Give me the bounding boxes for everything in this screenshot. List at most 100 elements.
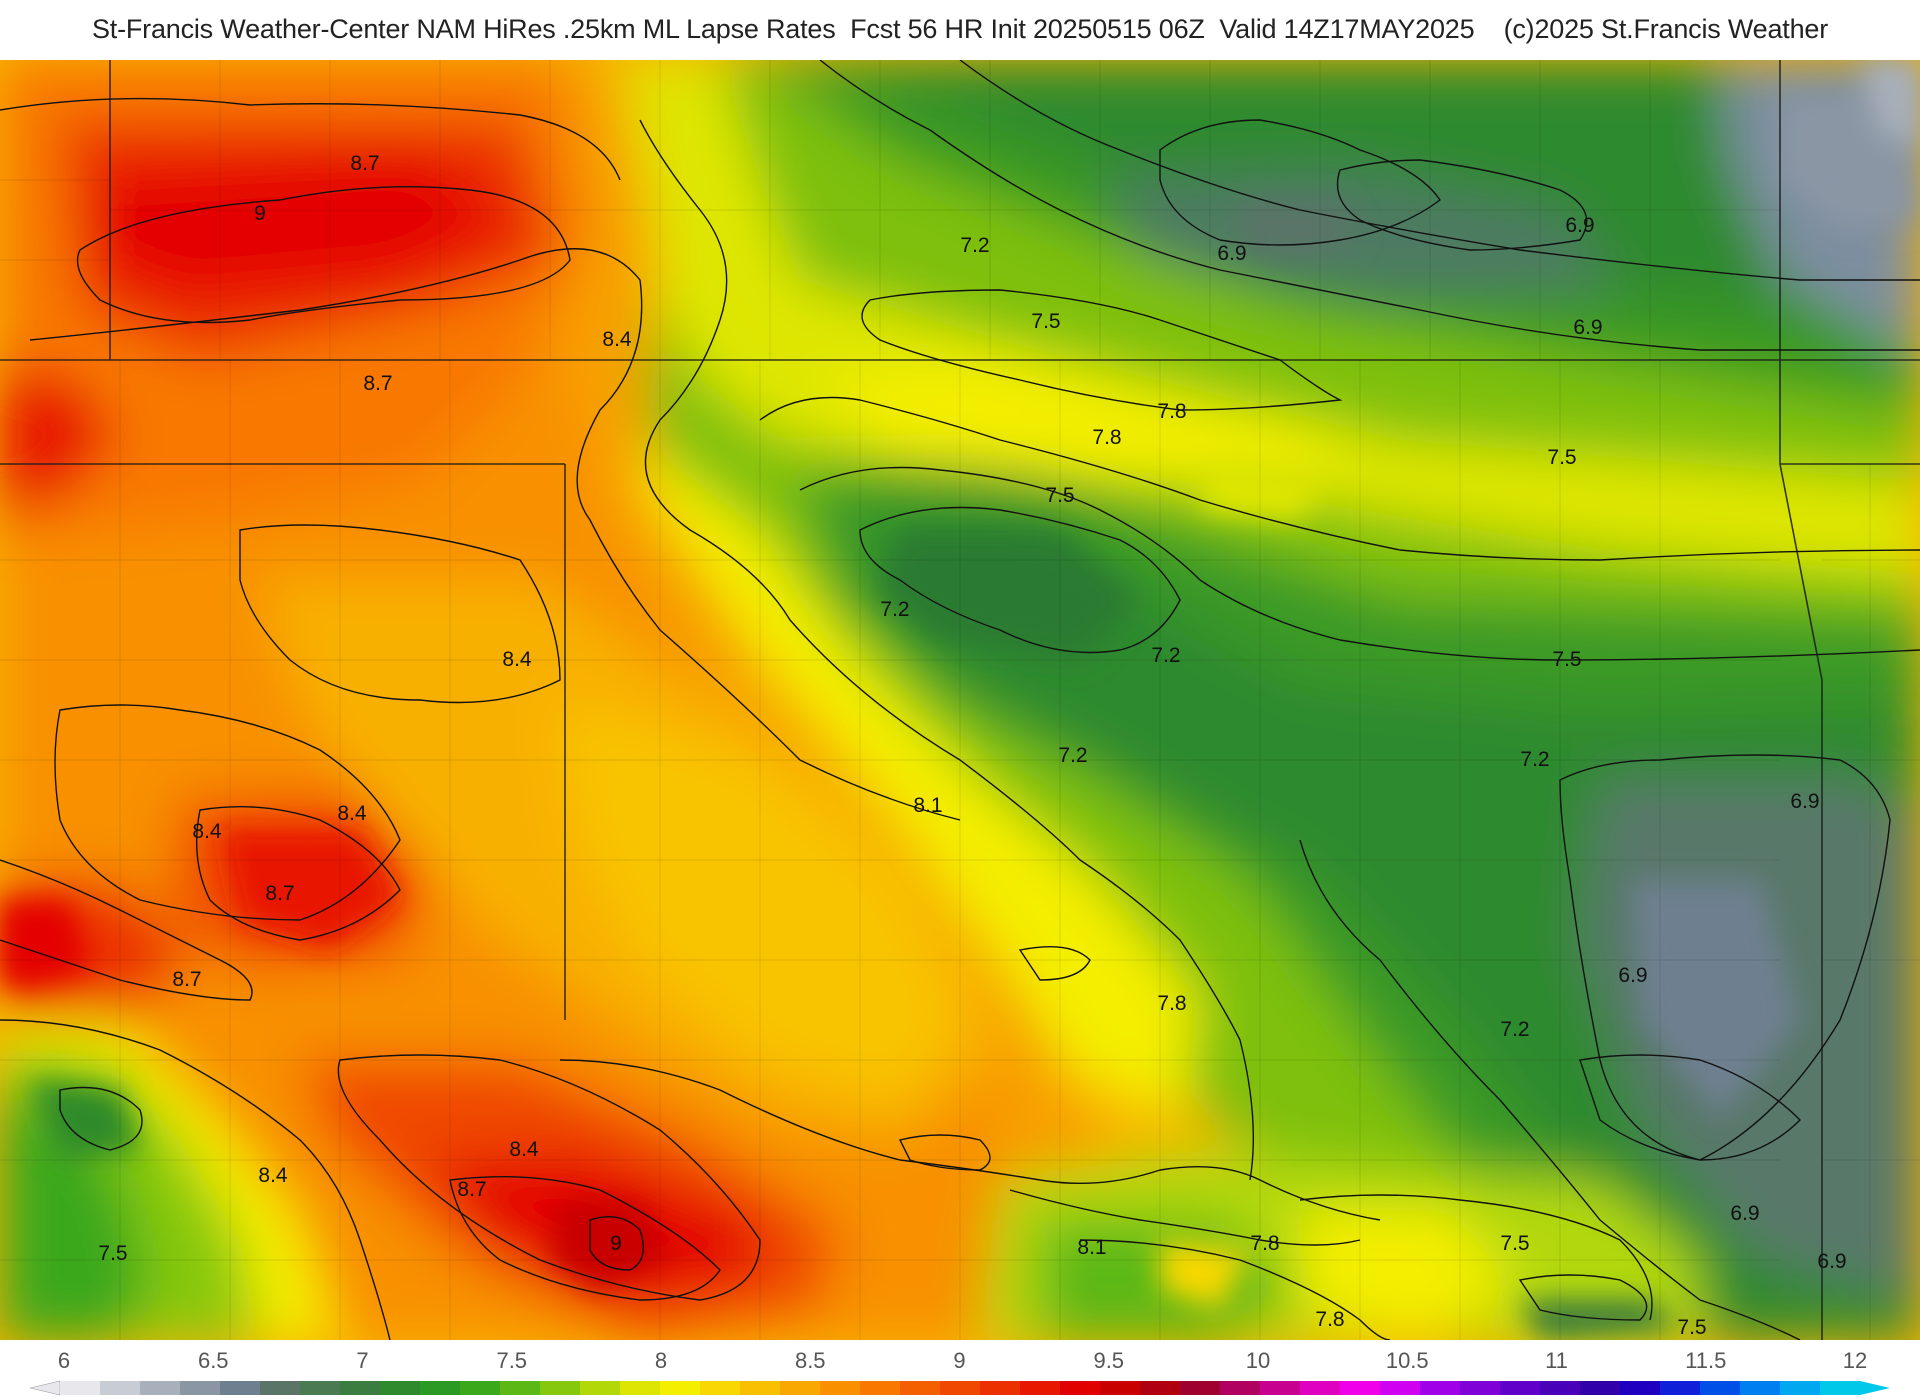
color-scale-tick-label: 8.5 — [794, 1348, 826, 1373]
contour-labels: 8.7 9 8.4 8.7 7.2 7.5 6.9 6.9 6.9 7.8 7.… — [98, 152, 1846, 1339]
color-scale-gradient — [30, 1380, 1890, 1396]
color-scale-swatch — [700, 1381, 741, 1395]
contour-label: 7.2 — [1520, 748, 1549, 771]
color-scale-swatch — [1380, 1381, 1421, 1395]
color-scale-swatch — [1060, 1381, 1101, 1395]
color-scale-swatch — [740, 1381, 781, 1395]
color-scale-swatch — [1700, 1381, 1741, 1395]
color-scale-swatch — [340, 1381, 381, 1395]
contour-label: 6.9 — [1817, 1250, 1846, 1273]
color-scale-tick-label: 9 — [953, 1348, 966, 1373]
color-scale-tick-label: 10.5 — [1385, 1348, 1429, 1373]
color-scale-tick-label: 12 — [1842, 1348, 1868, 1373]
contour-label: 8.4 — [337, 802, 367, 825]
contour-label: 6.9 — [1730, 1202, 1759, 1225]
contour-label: 7.2 — [1058, 744, 1087, 767]
contour-label: 8.7 — [457, 1178, 486, 1201]
color-scale-tick-label: 11 — [1545, 1348, 1568, 1373]
color-scale-tick-label: 10 — [1245, 1348, 1271, 1373]
color-scale-swatch — [980, 1381, 1021, 1395]
contour-label: 6.9 — [1790, 790, 1819, 813]
contour-label: 6.9 — [1618, 964, 1647, 987]
color-scale-swatch — [820, 1381, 861, 1395]
contour-label: 7.8 — [1157, 992, 1186, 1015]
color-scale-swatch — [300, 1381, 341, 1395]
contour-label: 7.2 — [960, 234, 989, 257]
color-scale-swatch — [220, 1381, 261, 1395]
state-boundaries — [0, 60, 1920, 1340]
color-scale-swatch — [1540, 1381, 1581, 1395]
color-scale-swatch — [1420, 1381, 1461, 1395]
color-scale-swatch — [1820, 1381, 1861, 1395]
contour-label: 9 — [254, 202, 266, 225]
color-scale-tick-label: 8 — [654, 1348, 668, 1373]
color-scale-swatch — [180, 1381, 221, 1395]
color-scale-swatch — [1740, 1381, 1781, 1395]
contour-label: 6.9 — [1217, 242, 1246, 265]
color-scale-swatch — [860, 1381, 901, 1395]
color-scale-swatch — [60, 1381, 101, 1395]
color-detail — [0, 60, 1920, 1340]
color-scale-swatch — [1300, 1381, 1341, 1395]
color-scale-swatch — [660, 1381, 701, 1395]
contour-label: 7.8 — [1315, 1308, 1344, 1331]
color-scale-swatch — [1500, 1381, 1541, 1395]
color-scale-swatch — [460, 1381, 501, 1395]
color-scale-tick-label: 11.5 — [1685, 1348, 1727, 1373]
color-scale-swatch — [100, 1381, 141, 1395]
color-scale-swatch — [1580, 1381, 1621, 1395]
contour-label: 8.4 — [502, 648, 532, 671]
color-scale-bar: 6 6.5 7 7.5 8 8.5 9 9.5 10 10.5 11 11.5 12 — [0, 1340, 1920, 1400]
color-scale-swatch — [540, 1381, 581, 1395]
contour-label: 7.5 — [1677, 1316, 1706, 1339]
map-canvas: 8.7 9 8.4 8.7 7.2 7.5 6.9 6.9 6.9 7.8 7.… — [0, 60, 1920, 1340]
color-scale-tick-label: 6 — [57, 1348, 71, 1373]
color-scale-swatch — [900, 1381, 941, 1395]
color-scale-swatch — [1260, 1381, 1301, 1395]
contour-label: 7.5 — [98, 1242, 127, 1265]
county-boundaries — [0, 60, 1920, 1340]
contour-label: 7.2 — [880, 598, 909, 621]
color-scale-tick-label: 6.5 — [197, 1348, 229, 1373]
color-scale-swatch — [1180, 1381, 1221, 1395]
contour-label: 7.2 — [1500, 1018, 1529, 1041]
color-scale-swatch — [500, 1381, 541, 1395]
color-scale-swatch — [1100, 1381, 1141, 1395]
contour-label: 8.7 — [350, 152, 379, 175]
contour-label: 6.9 — [1573, 316, 1602, 339]
contour-label: 8.1 — [913, 794, 942, 817]
lapse-rate-map: 8.7 9 8.4 8.7 7.2 7.5 6.9 6.9 6.9 7.8 7.… — [0, 60, 1920, 1340]
contour-lines — [0, 60, 1920, 1340]
color-scale-swatch — [420, 1381, 461, 1395]
contour-label: 8.7 — [363, 372, 392, 395]
contour-label: 9 — [610, 1232, 622, 1255]
map-title: St-Francis Weather-Center NAM HiRes .25k… — [91, 14, 1829, 44]
color-scale-swatch — [1020, 1381, 1061, 1395]
color-scale-swatch — [1660, 1381, 1701, 1395]
color-scale-swatch — [1460, 1381, 1501, 1395]
color-scale-swatch — [1340, 1381, 1381, 1395]
color-scale-swatch — [620, 1381, 661, 1395]
color-scale-swatch — [780, 1381, 821, 1395]
color-scale-swatch — [1780, 1381, 1821, 1395]
color-scale-tick-label: 9.5 — [1093, 1348, 1125, 1373]
color-scale-swatch — [1140, 1381, 1181, 1395]
color-scale-swatch — [1220, 1381, 1261, 1395]
color-scale-swatch — [940, 1381, 981, 1395]
color-scale-swatch — [140, 1381, 181, 1395]
contour-label: 8.4 — [192, 820, 222, 843]
color-scale-swatch — [380, 1381, 421, 1395]
contour-label: 7.5 — [1045, 484, 1074, 507]
contour-label: 8.4 — [258, 1164, 288, 1187]
contour-label: 8.7 — [265, 882, 294, 905]
color-scale-tick-label: 7 — [356, 1348, 369, 1373]
contour-label: 7.8 — [1250, 1232, 1279, 1255]
title-bar: St-Francis Weather-Center NAM HiRes .25k… — [0, 0, 1920, 60]
contour-label: 8.7 — [172, 968, 201, 991]
contour-label: 6.9 — [1565, 214, 1594, 237]
color-scale-swatch — [1620, 1381, 1661, 1395]
contour-label: 7.5 — [1500, 1232, 1529, 1255]
contour-label: 7.5 — [1031, 310, 1060, 333]
contour-label: 8.4 — [602, 328, 632, 351]
contour-label: 7.8 — [1092, 426, 1121, 449]
